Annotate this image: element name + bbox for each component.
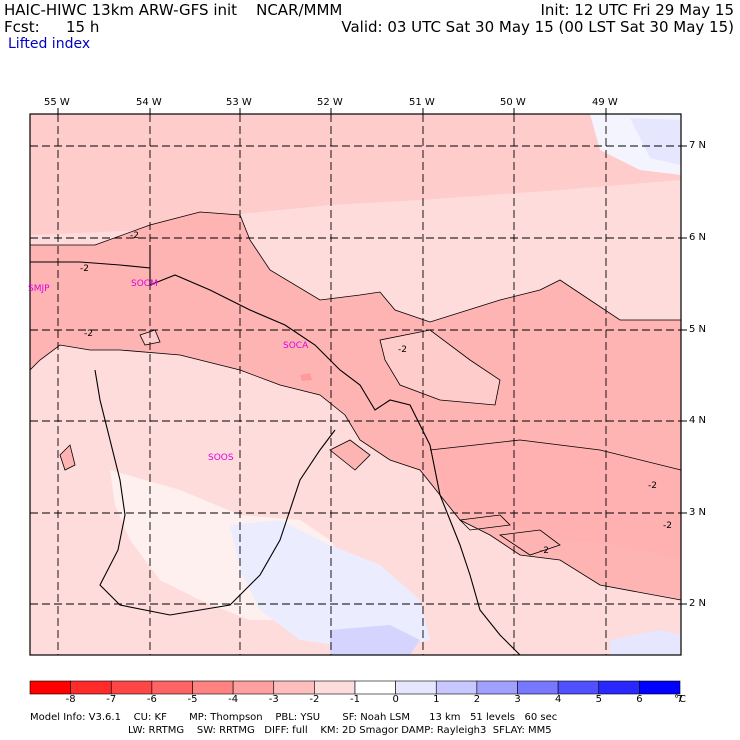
colorbar-tick-label: 6: [636, 694, 643, 705]
contour-label: -2: [130, 231, 139, 241]
colorbar-swatch: [476, 680, 518, 695]
edge-ticks: [57, 108, 687, 605]
colorbar-swatch: [517, 680, 559, 695]
station-soca: SOCA: [283, 341, 309, 351]
station-smjp: SMJP: [28, 284, 50, 294]
colorbar-swatch: [598, 680, 640, 695]
lon-label-54w: 54 W: [136, 97, 162, 108]
station-soos: SOOS: [208, 453, 234, 463]
colorbar-swatch: [29, 680, 71, 695]
colorbar-swatch: [70, 680, 112, 695]
colorbar-swatch: [354, 680, 396, 695]
colorbar-swatch: [192, 680, 234, 695]
lat-label-6n: 6 N: [689, 232, 707, 243]
contour-label: -2: [648, 481, 657, 491]
contour-label: -2: [84, 329, 93, 339]
colorbar-swatch: [232, 680, 275, 695]
lat-label-5n: 5 N: [689, 324, 707, 335]
contour-label: -2: [80, 264, 89, 274]
lat-label-4n: 4 N: [689, 415, 707, 426]
lon-label-53w: 53 W: [226, 97, 252, 108]
model-title: HAIC-HIWC 13km ARW-GFS init NCAR/MMM: [4, 1, 343, 19]
forecast-hour: 15 h: [66, 18, 100, 36]
field-name: Lifted index: [8, 36, 91, 52]
colorbar-tick-label: 3: [514, 694, 521, 705]
colorbar-swatch: [110, 680, 153, 695]
colorbar-tick-label: 2: [473, 694, 481, 705]
station-socm: SOCM: [131, 279, 158, 289]
colorbar-tick-label: 5: [595, 694, 602, 705]
init-time: Init: 12 UTC Fri 29 May 15: [540, 1, 734, 19]
map-frame: [29, 113, 682, 656]
lon-label-52w: 52 W: [317, 97, 343, 108]
lat-label-3n: 3 N: [689, 507, 707, 518]
colorbar-tick-label: -7: [106, 694, 117, 705]
footer-model-info: Model Info: V3.6.1 CU: KF MP: Thompson P…: [30, 712, 558, 723]
lon-label-55w: 55 W: [44, 97, 70, 108]
colorbar-swatch: [435, 680, 478, 695]
colorbar-tick-label: -1: [350, 694, 360, 705]
colorbar-tick-label: -8: [65, 694, 76, 705]
colorbar-tick-label: -6: [146, 694, 157, 705]
graticule: [30, 114, 681, 655]
lat-label-2n: 2 N: [689, 598, 707, 609]
colorbar-swatch: [639, 680, 681, 695]
forecast-label: Fcst:: [4, 18, 40, 36]
lat-label-7n: 7 N: [689, 140, 707, 151]
lon-label-50w: 50 W: [500, 97, 526, 108]
colorbar-tick-label: -2: [309, 694, 320, 705]
colorbar-swatch: [314, 680, 356, 695]
colorbar-tick-label: -5: [187, 694, 198, 705]
colorbar-tick-label: 1: [433, 694, 440, 705]
contour-label: -2: [398, 345, 407, 355]
valid-time: Valid: 03 UTC Sat 30 May 15 (00 LST Sat …: [341, 18, 734, 36]
contour-label: -2: [540, 546, 549, 556]
colorbar-tick-label: 7: [676, 694, 684, 705]
shaded-field: [30, 114, 681, 655]
footer-physics: LW: RRTMG SW: RRTMG DIFF: full KM: 2D Sm…: [128, 725, 552, 736]
lon-label-49w: 49 W: [592, 97, 618, 108]
colorbar-swatch: [557, 680, 600, 695]
colorbar-tick-label: -4: [228, 694, 239, 705]
colorbar: [29, 680, 681, 695]
colorbar-tick-label: -3: [268, 694, 279, 705]
lon-label-51w: 51 W: [409, 97, 435, 108]
colorbar-unit: °C: [674, 694, 686, 705]
contour-lines: [30, 211, 681, 601]
colorbar-tick-label: 0: [392, 694, 399, 705]
colorbar-swatch: [395, 680, 437, 695]
contour-label: -2: [663, 521, 672, 531]
colorbar-swatch: [151, 680, 193, 695]
colorbar-tick-label: 4: [554, 694, 562, 705]
colorbar-swatch: [273, 680, 315, 695]
